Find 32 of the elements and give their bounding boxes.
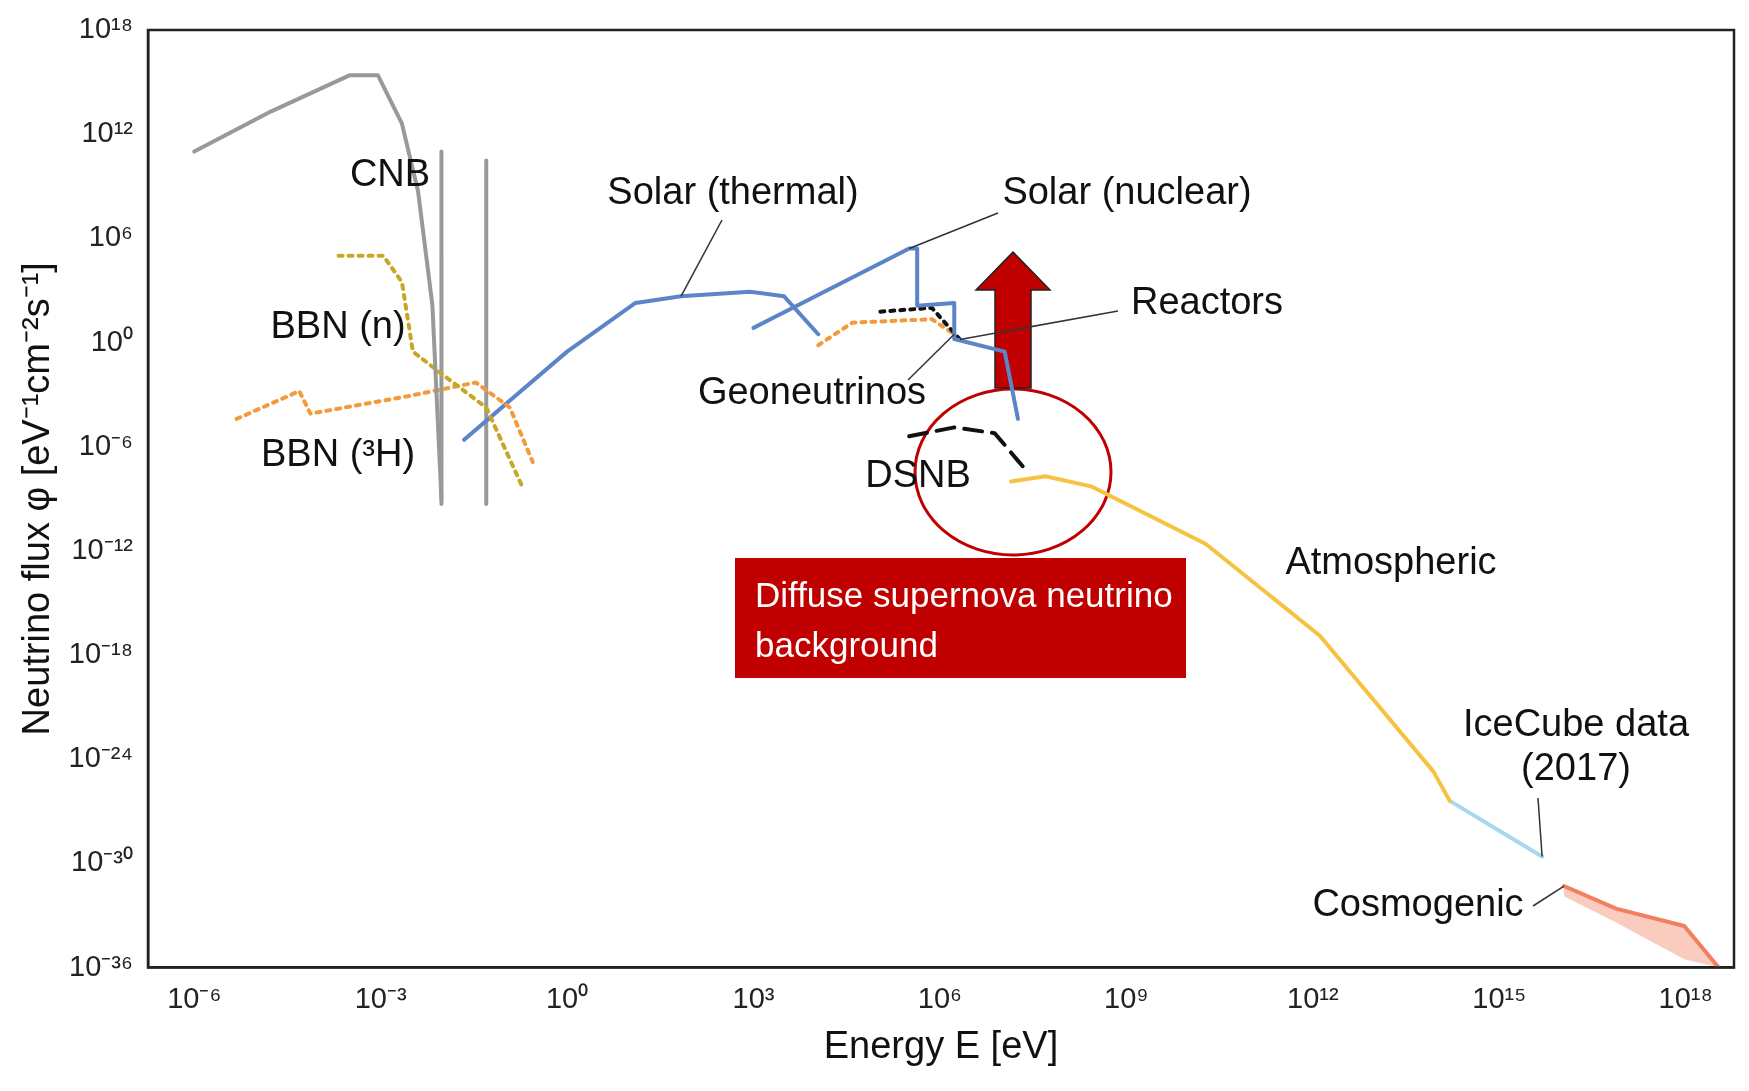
x-tick-label: 10¹² (1287, 982, 1339, 1014)
y-axis-title: Neutrino flux φ [eV⁻¹cm⁻²s⁻¹] (15, 262, 58, 736)
y-tick-label: 10⁻⁶ (78, 428, 133, 461)
x-tick-label: 10⁻³ (354, 982, 407, 1014)
text: Solar (thermal) (607, 170, 859, 213)
y-tick-label: 10⁰ (90, 324, 133, 357)
x-tick-label: 10¹⁵ (1472, 982, 1527, 1014)
series-label: CNB (349, 152, 431, 195)
y-tick-label: 10⁻¹⁸ (68, 637, 133, 670)
x-tick-label: 10⁰ (545, 982, 589, 1014)
series-label: Geoneutrinos (697, 370, 927, 413)
y-tick-label: 10⁶ (88, 220, 133, 253)
y-tick-label: 10⁻³⁶ (69, 949, 133, 982)
series-label: BBN (n) (270, 304, 406, 347)
x-tick-label: 10¹⁸ (1658, 982, 1713, 1014)
y-tick-label: 10⁻¹² (71, 532, 134, 565)
x-tick-label: 10³ (732, 982, 775, 1014)
series-label: BBN (³H) (260, 432, 416, 475)
annotation: Diffuse supernova neutrino background (755, 574, 1174, 666)
x-tick-label: 10⁻⁶ (167, 982, 222, 1014)
x-tick-label: 10⁶ (917, 982, 963, 1014)
series-label: Atmospheric (1285, 540, 1497, 583)
text: Solar (nuclear) (1002, 170, 1252, 213)
y-tick-label: 10⁻²⁴ (68, 741, 133, 774)
x-tick-label: 10⁹ (1104, 982, 1149, 1014)
x-axis-title: Energy E [eV] (823, 1023, 1059, 1066)
text: Reactors (1130, 280, 1284, 323)
series-label: Cosmogenic (1312, 882, 1524, 925)
y-tick-label: 10¹⁸ (78, 12, 133, 44)
y-tick-label: 10¹² (81, 116, 134, 149)
series-label: IceCube data (2017) (1462, 702, 1690, 789)
y-tick-label: 10⁻³⁰ (71, 845, 133, 878)
